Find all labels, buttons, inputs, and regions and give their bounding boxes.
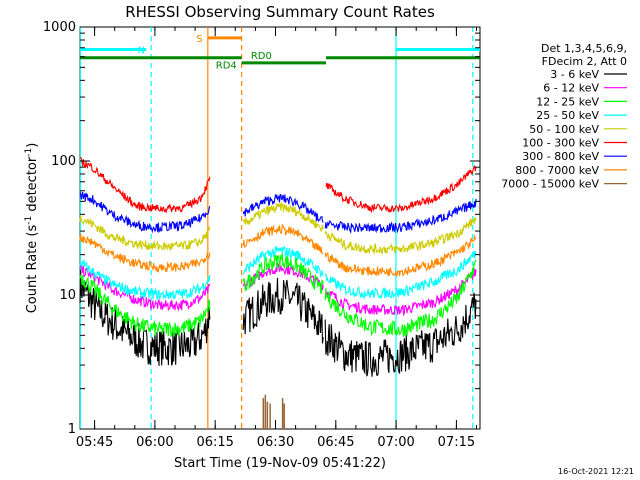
- series-line: [242, 193, 324, 223]
- y-tick-label: 10: [59, 288, 76, 303]
- series-line: [324, 259, 477, 337]
- x-tick-label: 06:45: [317, 435, 354, 450]
- x-tick-label: 06:15: [196, 435, 233, 450]
- x-tick-label: 06:30: [257, 435, 294, 450]
- series-line: [324, 268, 477, 317]
- series-line: [79, 156, 211, 214]
- generation-timestamp: 16-Oct-2021 12:21: [558, 467, 634, 476]
- state-label: RD0: [251, 51, 272, 62]
- x-tick-label: 05:45: [76, 435, 113, 450]
- state-label: RD4: [216, 61, 237, 72]
- legend-label: 7000 - 15000 keV: [501, 178, 599, 191]
- series-line: [79, 273, 211, 337]
- legend-label: 800 - 7000 keV: [515, 164, 599, 177]
- legend-label: 50 - 100 keV: [529, 123, 599, 136]
- legend-label: 100 - 300 keV: [522, 137, 599, 150]
- series-line: [79, 215, 211, 252]
- series-line: [324, 292, 477, 377]
- state-label: S: [196, 34, 202, 45]
- series-line: [242, 244, 324, 278]
- series-line: [79, 263, 211, 312]
- series-line: [324, 198, 477, 235]
- series-line: [324, 251, 477, 300]
- x-tick-label: 07:00: [377, 435, 414, 450]
- series-line: [242, 202, 324, 232]
- legend-label: 300 - 800 keV: [522, 150, 599, 163]
- x-axis-label: Start Time (19-Nov-09 05:41:22): [174, 456, 386, 471]
- legend-label: 25 - 50 keV: [536, 109, 599, 122]
- y-tick-label: 1: [68, 422, 76, 437]
- y-axis-label: Count Rate (s-1 detector-1): [24, 143, 40, 314]
- series-line: [242, 277, 324, 344]
- y-tick-label: 100: [51, 154, 76, 169]
- series-line: [79, 191, 211, 234]
- series-line: [79, 269, 211, 366]
- series-line: [325, 164, 477, 214]
- state-label: N: [138, 45, 145, 56]
- legend-label: 3 - 6 keV: [550, 68, 599, 81]
- legend-label: 12 - 25 keV: [536, 95, 599, 108]
- x-tick-label: 06:00: [136, 435, 173, 450]
- series-line: [324, 217, 477, 255]
- series-line: [79, 258, 211, 302]
- x-tick-label: 07:15: [438, 435, 475, 450]
- series-line: [242, 253, 324, 295]
- series-line: [324, 234, 477, 278]
- series-line: [79, 233, 211, 273]
- legend-header: Det 1,3,4,5,6,9,: [541, 42, 627, 55]
- chart-title: RHESSI Observing Summary Count Rates: [125, 3, 435, 21]
- y-tick-label: 1000: [43, 20, 76, 35]
- legend-label: 6 - 12 keV: [543, 82, 599, 95]
- series-line: [242, 223, 324, 255]
- legend-header: FDecim 2, Att 0: [542, 55, 627, 68]
